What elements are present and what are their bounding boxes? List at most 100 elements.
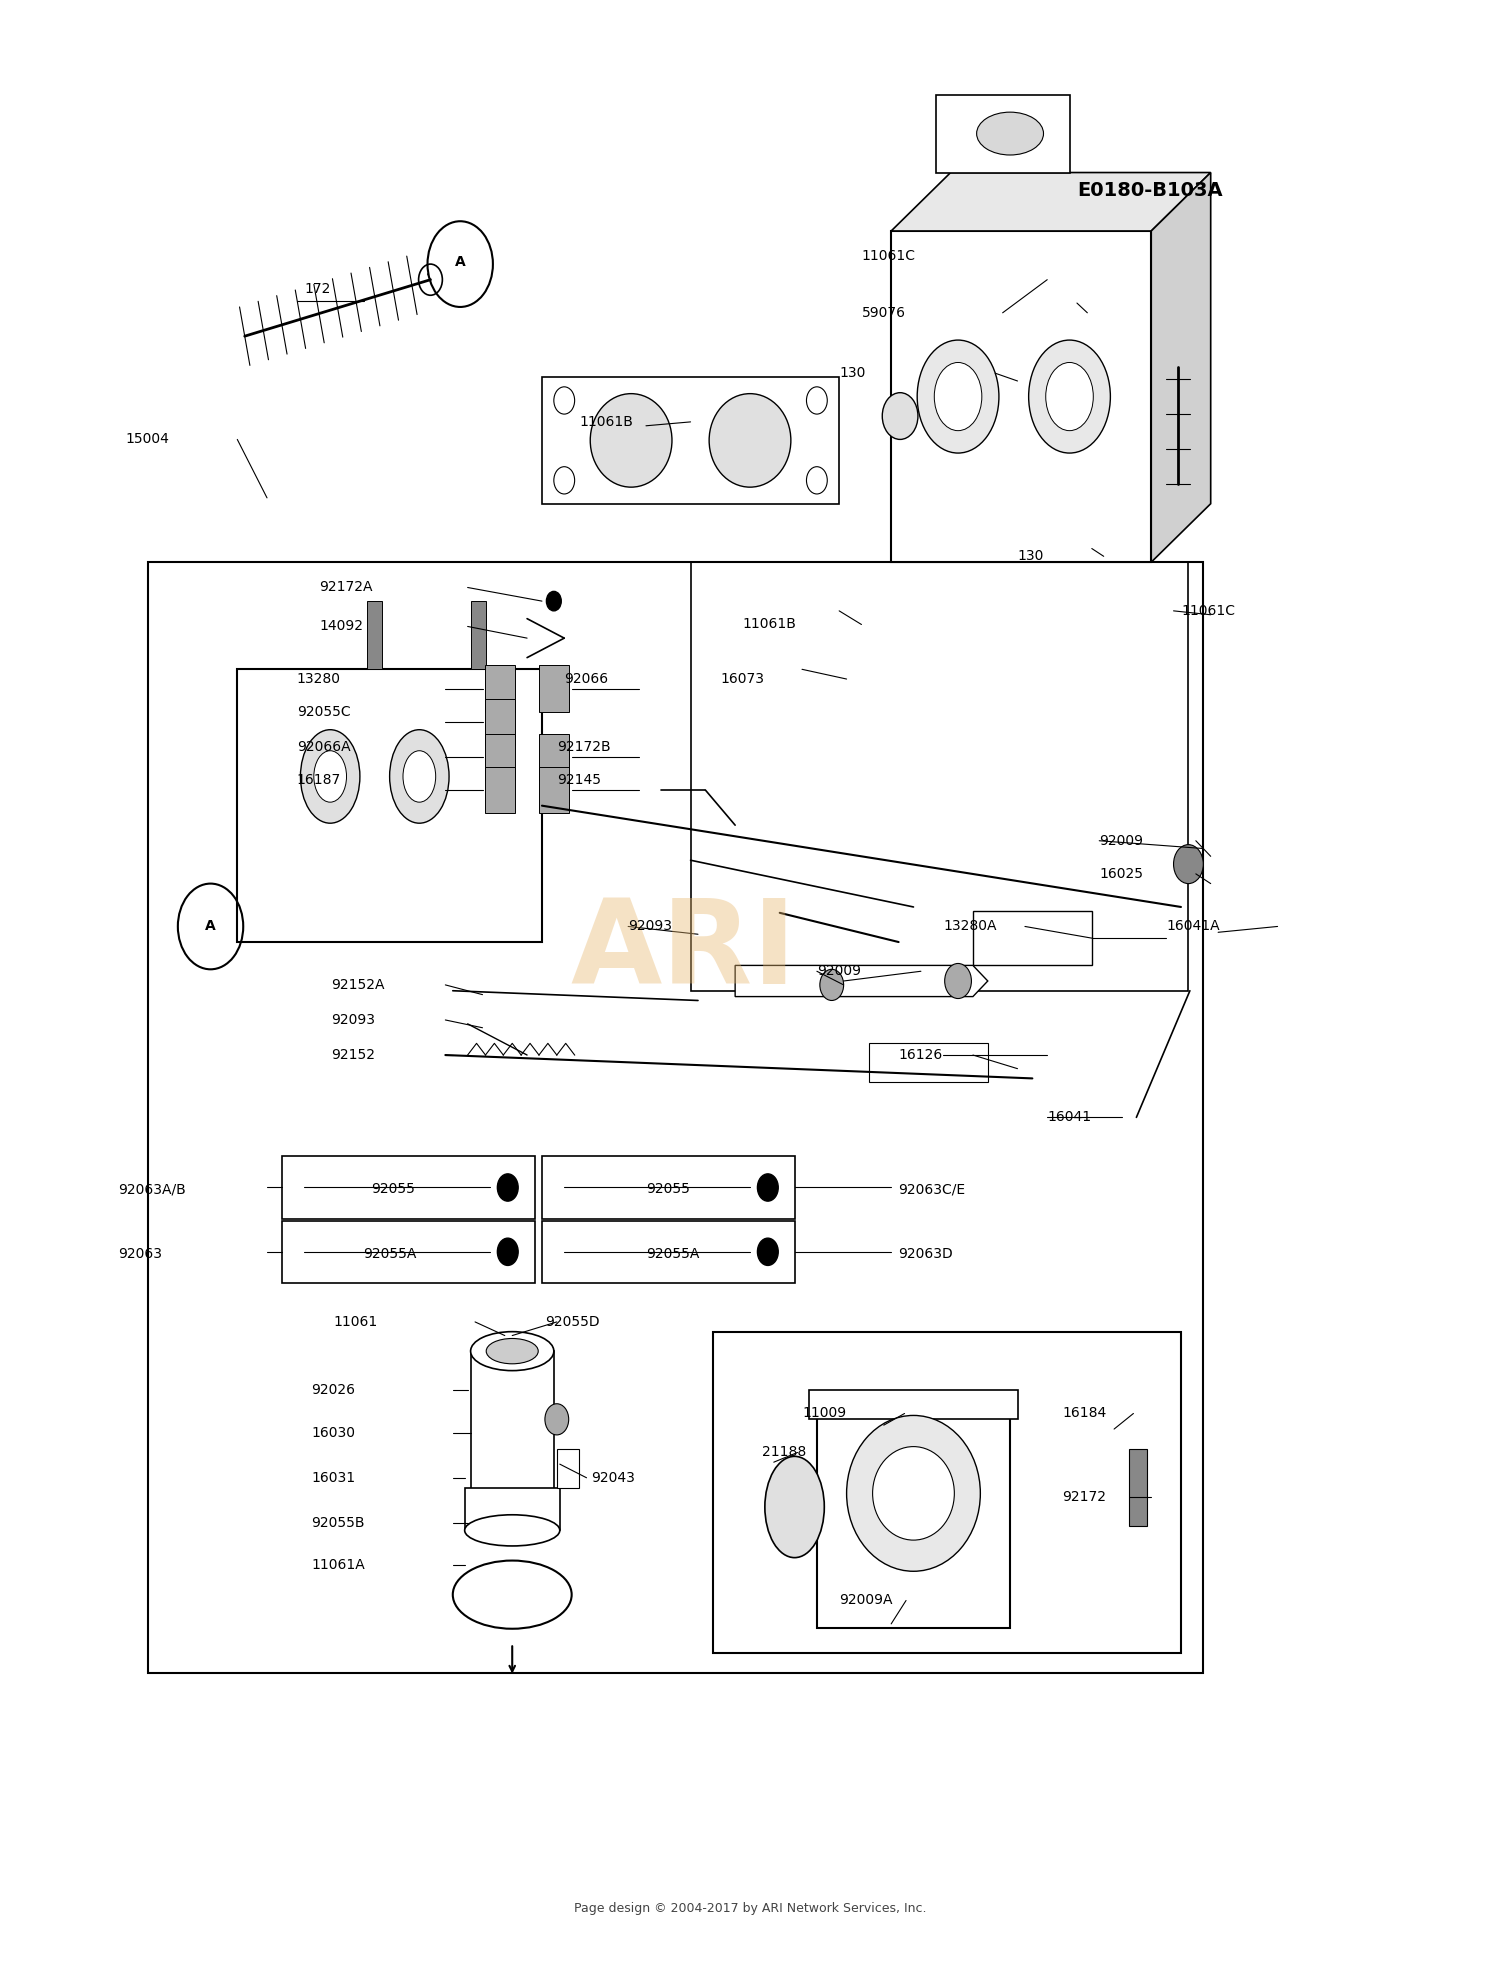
- Bar: [542, 1220, 795, 1283]
- Bar: [868, 1044, 988, 1083]
- Ellipse shape: [314, 751, 346, 802]
- Text: 92145: 92145: [556, 773, 602, 787]
- Text: 92172: 92172: [1062, 1491, 1106, 1505]
- Bar: [712, 1332, 1180, 1654]
- Bar: [282, 1156, 534, 1218]
- Text: 92063A/B: 92063A/B: [118, 1183, 186, 1197]
- Bar: [237, 669, 542, 942]
- Bar: [1130, 1448, 1148, 1526]
- Text: 16041A: 16041A: [1166, 920, 1219, 934]
- Text: 92063: 92063: [118, 1246, 162, 1262]
- Text: 16031: 16031: [312, 1472, 356, 1485]
- Text: 11061B: 11061B: [579, 414, 633, 430]
- Ellipse shape: [390, 730, 448, 824]
- Text: A: A: [206, 920, 216, 934]
- Text: 13280: 13280: [297, 673, 340, 687]
- Text: 92093: 92093: [628, 920, 672, 934]
- Text: 16126: 16126: [898, 1048, 944, 1061]
- Circle shape: [554, 387, 574, 414]
- Ellipse shape: [590, 394, 672, 487]
- Bar: [542, 1156, 795, 1218]
- Text: 92055A: 92055A: [646, 1246, 699, 1262]
- Ellipse shape: [486, 1338, 538, 1364]
- Text: 11009: 11009: [802, 1407, 846, 1420]
- Text: 92063C/E: 92063C/E: [898, 1183, 966, 1197]
- Ellipse shape: [1046, 363, 1094, 430]
- Text: 16030: 16030: [312, 1426, 356, 1440]
- Circle shape: [758, 1173, 778, 1201]
- Text: A: A: [454, 255, 465, 269]
- Circle shape: [498, 1238, 517, 1265]
- Text: 11061C: 11061C: [861, 249, 915, 263]
- Circle shape: [544, 1403, 568, 1434]
- Text: 92009A: 92009A: [839, 1593, 892, 1607]
- Text: 13280A: 13280A: [944, 920, 996, 934]
- Text: 21188: 21188: [762, 1446, 806, 1460]
- Text: 92055: 92055: [646, 1183, 690, 1197]
- Ellipse shape: [404, 751, 435, 802]
- Bar: [486, 767, 514, 814]
- Circle shape: [882, 392, 918, 439]
- Text: 92055C: 92055C: [297, 704, 351, 720]
- Text: 92009: 92009: [818, 963, 861, 979]
- Ellipse shape: [300, 730, 360, 824]
- Text: 92009: 92009: [1100, 834, 1143, 848]
- Text: E0180-B103A: E0180-B103A: [1077, 181, 1222, 200]
- Text: 16073: 16073: [720, 673, 765, 687]
- Text: 172: 172: [304, 283, 330, 296]
- Bar: [486, 734, 514, 781]
- Ellipse shape: [710, 394, 791, 487]
- Bar: [282, 1220, 534, 1283]
- Text: 92055B: 92055B: [312, 1515, 364, 1530]
- Text: 16187: 16187: [297, 773, 340, 787]
- Bar: [556, 1448, 579, 1487]
- Ellipse shape: [934, 363, 982, 430]
- Text: 92026: 92026: [312, 1383, 356, 1397]
- Text: 14092: 14092: [320, 620, 363, 634]
- Text: 16025: 16025: [1100, 867, 1143, 881]
- Text: 92055: 92055: [370, 1183, 416, 1197]
- Text: 92152A: 92152A: [332, 977, 384, 993]
- Text: 92093: 92093: [332, 1012, 375, 1026]
- Bar: [974, 910, 1092, 965]
- Text: 11061B: 11061B: [742, 618, 796, 632]
- Text: 130: 130: [839, 367, 866, 381]
- Text: 11061A: 11061A: [312, 1558, 366, 1572]
- Circle shape: [546, 591, 561, 610]
- Ellipse shape: [465, 1515, 560, 1546]
- Text: 92066: 92066: [564, 673, 609, 687]
- Text: 92043: 92043: [591, 1472, 634, 1485]
- Bar: [465, 1487, 560, 1530]
- Bar: [542, 377, 839, 504]
- Text: ARI: ARI: [570, 895, 796, 1008]
- Circle shape: [554, 467, 574, 494]
- Ellipse shape: [453, 1560, 572, 1628]
- Text: 92066A: 92066A: [297, 740, 351, 753]
- Ellipse shape: [916, 339, 999, 453]
- Circle shape: [1173, 844, 1203, 883]
- Bar: [936, 94, 1070, 173]
- Ellipse shape: [1029, 339, 1110, 453]
- Circle shape: [807, 467, 828, 494]
- Ellipse shape: [976, 112, 1044, 155]
- Ellipse shape: [471, 1332, 554, 1371]
- Bar: [690, 563, 1188, 991]
- Text: 16041: 16041: [1047, 1110, 1092, 1124]
- Polygon shape: [891, 173, 1210, 232]
- Bar: [471, 1352, 554, 1507]
- Text: 15004: 15004: [126, 432, 170, 447]
- Polygon shape: [1152, 173, 1210, 563]
- Text: Page design © 2004-2017 by ARI Network Services, Inc.: Page design © 2004-2017 by ARI Network S…: [573, 1901, 926, 1915]
- Ellipse shape: [846, 1415, 981, 1572]
- Text: 92152: 92152: [332, 1048, 375, 1061]
- Bar: [810, 1391, 1017, 1419]
- Bar: [486, 698, 514, 746]
- Text: 92172A: 92172A: [320, 581, 372, 594]
- Bar: [538, 734, 568, 781]
- Ellipse shape: [765, 1456, 825, 1558]
- Circle shape: [821, 969, 843, 1001]
- Text: 130: 130: [1017, 549, 1044, 563]
- Ellipse shape: [873, 1446, 954, 1540]
- Bar: [818, 1409, 1010, 1628]
- Text: 59076: 59076: [861, 306, 906, 320]
